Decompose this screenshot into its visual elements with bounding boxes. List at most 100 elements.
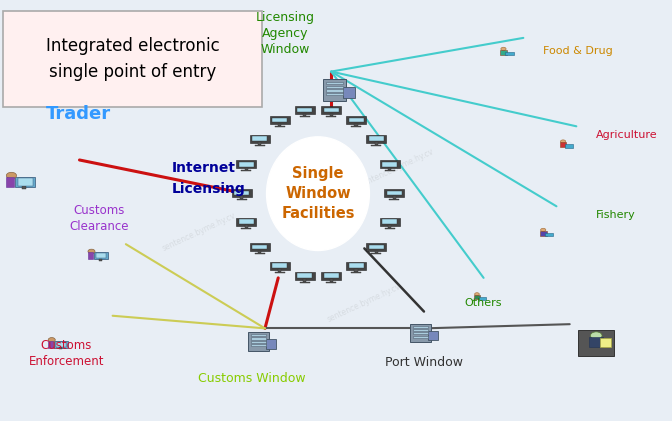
Circle shape bbox=[6, 172, 17, 179]
Bar bbox=[270, 116, 290, 124]
Circle shape bbox=[591, 332, 602, 339]
Bar bbox=[560, 142, 566, 147]
Bar bbox=[239, 219, 254, 224]
Bar bbox=[255, 253, 265, 254]
Bar bbox=[380, 218, 399, 226]
Bar bbox=[354, 123, 358, 126]
Bar bbox=[303, 280, 306, 282]
Bar bbox=[272, 117, 288, 123]
Bar bbox=[375, 250, 378, 253]
Bar bbox=[237, 160, 256, 168]
Bar bbox=[382, 162, 397, 166]
Bar bbox=[351, 126, 361, 127]
Text: Fishery: Fishery bbox=[596, 210, 636, 220]
Bar bbox=[384, 189, 404, 197]
Text: Customs
Enforcement: Customs Enforcement bbox=[28, 339, 104, 368]
Bar bbox=[300, 116, 310, 117]
Bar bbox=[382, 219, 397, 224]
Bar bbox=[252, 245, 267, 249]
Text: Integrated electronic
single point of entry: Integrated electronic single point of en… bbox=[46, 37, 219, 81]
Bar bbox=[384, 227, 394, 229]
Bar bbox=[349, 264, 364, 268]
Bar bbox=[375, 142, 378, 145]
Bar bbox=[272, 264, 288, 268]
Bar bbox=[295, 107, 314, 114]
Bar bbox=[323, 79, 346, 101]
Bar bbox=[88, 252, 93, 259]
Bar bbox=[22, 187, 26, 189]
Bar bbox=[384, 170, 394, 171]
FancyBboxPatch shape bbox=[3, 11, 261, 107]
Bar bbox=[297, 108, 312, 112]
Bar bbox=[252, 136, 267, 141]
Bar bbox=[411, 324, 431, 342]
Bar bbox=[237, 199, 247, 200]
Text: sentence.byme.hy.cv: sentence.byme.hy.cv bbox=[360, 147, 435, 189]
Bar bbox=[17, 179, 32, 186]
Bar bbox=[326, 93, 343, 96]
Text: Others: Others bbox=[465, 298, 503, 308]
Bar bbox=[392, 197, 396, 199]
Bar bbox=[330, 114, 333, 116]
Bar bbox=[600, 338, 611, 347]
Bar bbox=[251, 344, 266, 346]
Bar bbox=[369, 136, 384, 141]
Bar bbox=[389, 199, 399, 200]
Bar bbox=[413, 336, 428, 338]
Bar bbox=[48, 341, 54, 348]
Bar bbox=[346, 116, 366, 124]
Circle shape bbox=[540, 228, 546, 232]
Text: Trader: Trader bbox=[46, 105, 112, 123]
Bar bbox=[351, 272, 361, 273]
Bar bbox=[239, 162, 254, 166]
Bar bbox=[500, 50, 507, 55]
Bar bbox=[54, 341, 68, 348]
Bar bbox=[326, 85, 343, 88]
Bar bbox=[251, 341, 266, 343]
Bar bbox=[505, 52, 513, 56]
Bar bbox=[235, 190, 249, 195]
Bar bbox=[413, 326, 428, 328]
Bar bbox=[240, 197, 243, 199]
Bar bbox=[369, 245, 384, 249]
Bar bbox=[270, 262, 290, 270]
Bar bbox=[346, 262, 366, 270]
Bar bbox=[589, 337, 603, 347]
Bar bbox=[372, 253, 381, 254]
Bar bbox=[349, 117, 364, 123]
Bar bbox=[275, 272, 285, 273]
Bar bbox=[6, 177, 14, 187]
Bar bbox=[321, 107, 341, 114]
Bar bbox=[248, 332, 269, 351]
Bar bbox=[96, 253, 106, 258]
Bar bbox=[380, 160, 399, 168]
Circle shape bbox=[48, 338, 55, 342]
Bar bbox=[56, 342, 67, 347]
Bar bbox=[59, 347, 62, 349]
Circle shape bbox=[88, 249, 95, 254]
Bar bbox=[354, 269, 358, 272]
Text: Agriculture: Agriculture bbox=[596, 130, 658, 140]
Bar bbox=[295, 272, 314, 280]
Bar bbox=[540, 231, 546, 236]
Bar bbox=[300, 282, 310, 283]
Bar bbox=[250, 243, 269, 251]
Bar bbox=[255, 144, 265, 146]
Text: Internet: Internet bbox=[172, 161, 237, 176]
Bar bbox=[321, 272, 341, 280]
Bar bbox=[278, 123, 282, 126]
Bar bbox=[245, 225, 248, 228]
Bar bbox=[251, 337, 266, 340]
Bar bbox=[245, 168, 248, 170]
Text: sentence.byme.hy.cv: sentence.byme.hy.cv bbox=[326, 282, 403, 324]
Bar bbox=[565, 144, 573, 148]
Bar bbox=[386, 190, 402, 195]
Bar bbox=[413, 332, 428, 334]
Text: Port Window: Port Window bbox=[385, 356, 463, 368]
Bar bbox=[324, 108, 339, 112]
Bar bbox=[578, 330, 614, 356]
Bar bbox=[251, 334, 266, 336]
Ellipse shape bbox=[267, 137, 370, 250]
Bar bbox=[330, 280, 333, 282]
Text: Customs
Clearance: Customs Clearance bbox=[70, 205, 129, 233]
